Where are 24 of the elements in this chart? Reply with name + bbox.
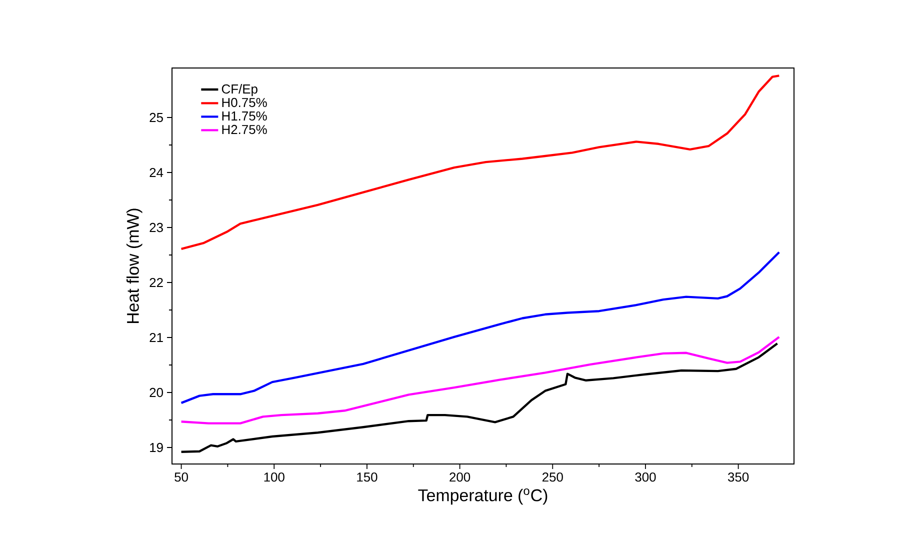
x-tick-label: 350 <box>728 472 749 482</box>
line-series <box>180 251 780 404</box>
y-tick-label: 23 <box>150 222 163 232</box>
x-tick-label: 150 <box>357 472 378 482</box>
x-tick-label: 50 <box>174 472 188 482</box>
x-tick-label: 300 <box>635 472 656 482</box>
y-axis-title: Heat flow (mW) <box>126 208 142 323</box>
legend-label: H0.75% <box>222 98 267 108</box>
y-tick-label: 20 <box>150 388 163 398</box>
legend-label: H2.75% <box>222 124 267 134</box>
y-tick-label: 24 <box>150 168 164 178</box>
y-tick-label: 21 <box>150 332 163 342</box>
line-series <box>180 336 780 424</box>
line-series <box>180 342 778 453</box>
y-tick-label: 22 <box>150 278 163 288</box>
x-axis-title: Temperature ($^{o}$C) <box>418 488 548 505</box>
x-tick-label: 200 <box>450 472 470 482</box>
legend-label: H1.75% <box>222 111 267 121</box>
x-tick-label: 250 <box>542 472 563 482</box>
y-tick-label: 25 <box>150 112 163 122</box>
line-series <box>180 74 780 250</box>
x-tick-label: 100 <box>264 472 284 482</box>
legend-label: CF/Ep <box>222 84 258 96</box>
y-tick-label: 19 <box>150 442 163 452</box>
